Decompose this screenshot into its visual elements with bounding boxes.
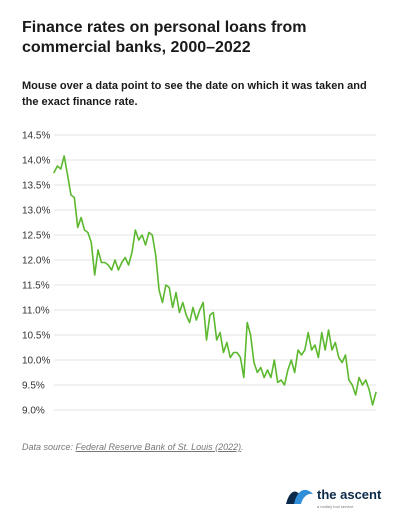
y-tick-label: 11.5%	[22, 281, 50, 292]
y-tick-label: 10.5%	[22, 331, 50, 342]
y-tick-label: 10.0%	[22, 356, 50, 367]
brand-logo[interactable]: the ascent a motley fool service	[285, 484, 395, 514]
source-suffix: .	[241, 442, 244, 452]
brand-name: the ascent	[317, 487, 382, 502]
chart-title: Finance rates on personal loans from com…	[22, 19, 307, 56]
line-chart[interactable]: 9.0% 9.5% 10.0% 10.5% 11.0% 11.5% 12.0% 12.5% 13…	[0, 0, 400, 440]
y-tick-label: 9.5%	[22, 381, 45, 392]
y-axis-ticks: 9.0% 9.5% 10.0% 10.5% 11.0% 11.5% 12.0% 12.5% 13…	[22, 131, 50, 417]
y-tick-label: 14.5%	[22, 131, 50, 142]
source-link[interactable]: Federal Reserve Bank of St. Louis (2022)	[75, 442, 242, 452]
series-line-finance-rate[interactable]	[53, 155, 377, 406]
y-tick-label: 13.5%	[22, 181, 50, 192]
source-prefix: Data source:	[22, 442, 76, 452]
grid-lines	[54, 134, 376, 411]
y-tick-label: 14.0%	[22, 156, 50, 167]
data-source-note: Data source: Federal Reserve Bank of St.…	[22, 442, 244, 452]
brand-tagline: a motley fool service	[317, 504, 354, 509]
y-tick-label: 9.0%	[22, 406, 45, 417]
y-tick-label: 12.5%	[22, 231, 50, 242]
y-tick-label: 11.0%	[22, 306, 50, 317]
chart-subtitle: Mouse over a data point to see the date …	[22, 80, 367, 108]
y-tick-label: 12.0%	[22, 256, 50, 267]
wave-logo-icon	[286, 489, 313, 504]
y-tick-label: 13.0%	[22, 206, 50, 217]
